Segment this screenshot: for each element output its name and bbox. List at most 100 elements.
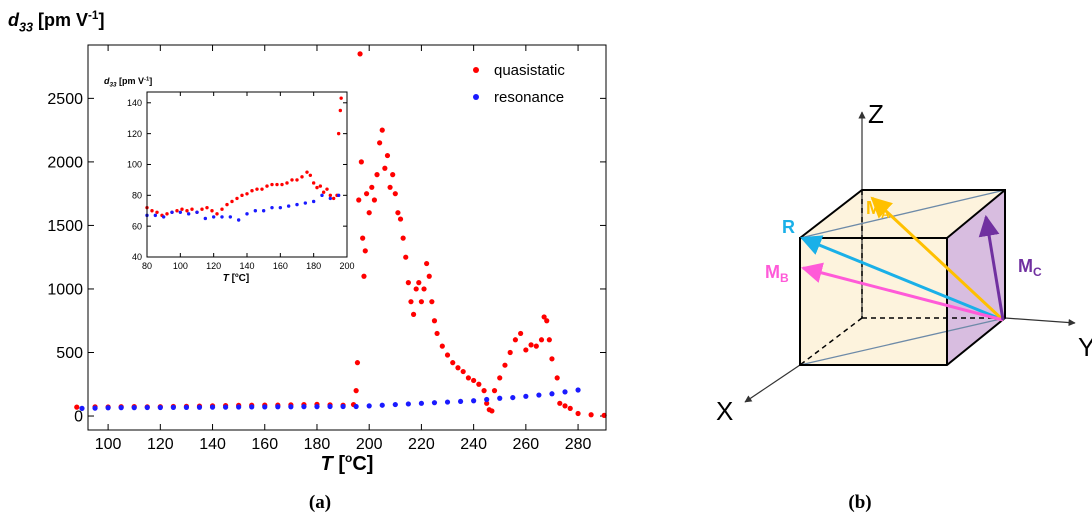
point <box>155 210 159 214</box>
point <box>170 210 174 214</box>
x-tick-label: 100 <box>95 436 122 453</box>
point <box>318 184 323 188</box>
label-part: T <box>321 453 335 475</box>
label-main: M <box>765 262 780 282</box>
point <box>105 405 111 411</box>
x-axis-label: T [oC] <box>321 451 374 475</box>
point <box>455 365 461 371</box>
point <box>392 191 398 197</box>
label-part: ] <box>98 10 104 30</box>
point <box>497 395 503 401</box>
x-tick-label: 260 <box>512 436 539 453</box>
point <box>196 404 203 410</box>
point <box>360 235 366 241</box>
point <box>339 96 343 100</box>
point <box>300 175 304 179</box>
label-sub: A <box>881 207 890 221</box>
x-tick-label: 180 <box>304 436 331 453</box>
point <box>390 172 396 178</box>
point <box>481 388 487 394</box>
vector-label: MA <box>866 198 890 221</box>
x-tick-label: 160 <box>273 261 288 271</box>
point <box>371 197 378 203</box>
point <box>557 400 563 406</box>
point <box>205 205 209 210</box>
vector-r <box>800 235 1004 322</box>
cube-edges <box>799 189 1006 366</box>
point <box>457 398 464 405</box>
vector-label: MB <box>765 262 789 285</box>
point <box>444 399 451 405</box>
y-tick-label: 2000 <box>47 154 83 171</box>
point <box>408 299 414 305</box>
point <box>366 403 372 409</box>
point <box>588 412 594 418</box>
point <box>249 404 255 410</box>
point <box>554 375 560 381</box>
point <box>178 210 183 214</box>
caption: (b) <box>848 492 871 513</box>
y-axis-label: d33 [pm V-1] <box>8 9 104 35</box>
label-part: ] <box>149 76 152 86</box>
point <box>418 400 425 406</box>
point <box>410 311 417 317</box>
x-tick-label: 180 <box>306 261 321 271</box>
point <box>338 108 343 113</box>
point <box>528 342 534 348</box>
point <box>336 131 341 136</box>
point <box>546 337 552 343</box>
point <box>382 165 388 171</box>
point <box>245 212 249 216</box>
point <box>340 403 346 410</box>
point <box>354 360 361 366</box>
x-axis-label: T [oC] <box>223 273 249 284</box>
point <box>275 182 279 187</box>
point <box>510 394 516 401</box>
point <box>575 387 581 393</box>
plot-frame <box>146 91 348 258</box>
diagonal <box>799 189 1006 239</box>
point <box>144 404 150 411</box>
point <box>384 152 391 159</box>
point <box>153 213 158 218</box>
label-part: [ <box>229 273 236 284</box>
y-tick-label: 140 <box>127 98 142 108</box>
point <box>285 181 289 185</box>
point <box>403 254 409 260</box>
point <box>460 368 466 375</box>
point <box>275 404 281 410</box>
point <box>336 193 341 198</box>
point <box>311 181 316 185</box>
point <box>215 212 219 216</box>
point <box>270 182 274 187</box>
point <box>357 51 363 57</box>
point <box>92 405 98 411</box>
point <box>236 218 241 222</box>
x-tick-label: 140 <box>239 261 254 271</box>
label-part: d <box>104 76 110 86</box>
label-part: [pm V <box>117 76 145 86</box>
point <box>278 205 283 210</box>
point <box>230 199 234 204</box>
label-part: 33 <box>19 20 33 34</box>
point <box>185 209 189 213</box>
x-tick-label: 280 <box>565 436 592 453</box>
point <box>209 404 216 410</box>
x-tick-label: 200 <box>356 436 383 453</box>
point <box>186 212 191 216</box>
y-axis-label: d33 [pm V-1] <box>104 76 152 89</box>
point <box>450 360 456 366</box>
point <box>549 391 555 397</box>
point <box>366 210 372 216</box>
vector-label: MC <box>1018 256 1042 279</box>
point <box>328 196 333 201</box>
point <box>413 286 419 292</box>
point <box>489 408 495 414</box>
x-tick-label: 120 <box>147 436 174 453</box>
x-tick-label: 240 <box>460 436 487 453</box>
point <box>395 210 401 216</box>
point <box>190 207 194 211</box>
label-part: d <box>8 10 20 30</box>
point <box>170 404 176 410</box>
